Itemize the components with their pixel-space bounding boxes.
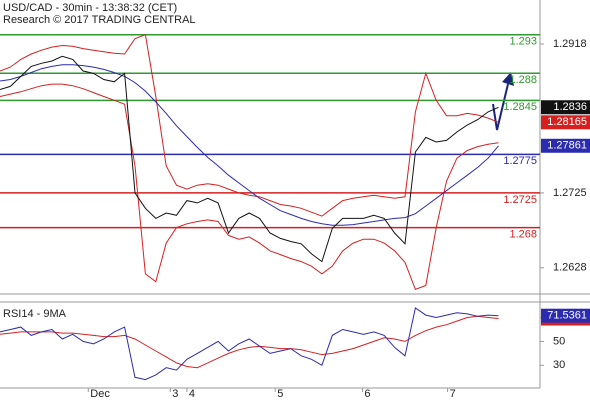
series-line [0, 83, 499, 291]
x-tick-label: 4 [189, 388, 195, 400]
series-line [0, 64, 499, 226]
last-value-box [541, 308, 590, 323]
level-label: 1.2845 [503, 101, 537, 113]
chart-title: USD/CAD - 30min - 13:38:32 (CET) [3, 2, 177, 14]
level-label: 1.2775 [503, 155, 537, 167]
arrow-line [492, 83, 509, 131]
last-value-label: 1.27861 [547, 140, 587, 152]
last-value-box [541, 115, 590, 130]
y-tick-label: 1.2628 [553, 262, 587, 274]
level-label: 1.288 [509, 74, 537, 86]
x-tick-label: 6 [364, 388, 370, 400]
series-line [0, 55, 499, 263]
level-label: 1.268 [509, 229, 537, 241]
y-tick-label: 50 [553, 335, 565, 347]
rsi-title: RSI14 - 9MA [3, 308, 67, 320]
last-value-box [541, 138, 590, 153]
chart-subtitle: Research © 2017 TRADING CENTRAL [3, 14, 196, 26]
y-tick-label: 1.2918 [553, 38, 587, 50]
x-tick-label: Dec [90, 388, 110, 400]
last-value-label: 71.5361 [547, 310, 587, 322]
y-tick-label: 1.2725 [553, 187, 587, 199]
last-value-box [541, 100, 590, 115]
series-line [0, 34, 499, 217]
last-value-label: 1.28165 [547, 116, 587, 128]
level-label: 1.2725 [503, 194, 537, 206]
level-label: 1.293 [509, 36, 537, 48]
arrow-head [502, 72, 514, 86]
x-tick-label: 5 [277, 388, 283, 400]
last-value-label: 1.2836 [553, 101, 587, 113]
series-line [0, 315, 499, 369]
x-tick-label: 3 [172, 388, 178, 400]
forecast-arrow [492, 72, 514, 131]
y-tick-label: 30 [553, 359, 565, 371]
x-tick-label: 7 [450, 388, 456, 400]
series-line [0, 307, 499, 381]
